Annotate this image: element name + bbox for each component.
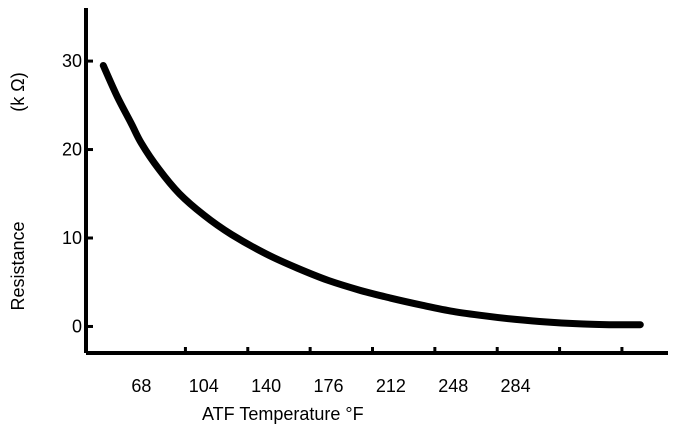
- y-tick-label: 10: [62, 228, 82, 248]
- axes: [84, 8, 668, 355]
- y-tick-label: 20: [62, 140, 82, 160]
- y-tick-label: 30: [62, 51, 82, 71]
- x-ticks: 68 104 140 176 212 248 284: [131, 347, 624, 396]
- y-axis-unit: (k Ω): [8, 72, 28, 111]
- y-axis-label: Resistance: [8, 221, 28, 310]
- x-tick-label: 140: [251, 376, 281, 396]
- y-ticks: 0 10 20 30: [62, 51, 93, 336]
- y-tick-label: 0: [72, 316, 82, 336]
- x-axis-label: ATF Temperature °F: [202, 404, 364, 424]
- x-tick-label: 248: [438, 376, 468, 396]
- x-tick-label: 176: [313, 376, 343, 396]
- x-tick-label: 212: [376, 376, 406, 396]
- resistance-curve: [99, 62, 644, 329]
- x-tick-label: 68: [131, 376, 151, 396]
- x-tick-label: 284: [501, 376, 531, 396]
- x-tick-label: 104: [189, 376, 219, 396]
